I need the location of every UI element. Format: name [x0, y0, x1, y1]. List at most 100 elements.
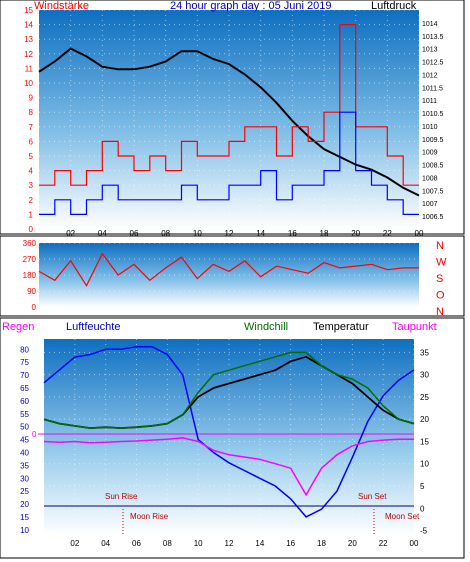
pressure-tick-label: 1011: [422, 98, 437, 105]
pressure-tick-label: 1010: [422, 124, 438, 131]
temperature-tick-label: 25: [420, 393, 429, 402]
wind-tick-label: 9: [29, 94, 34, 103]
wind-tick-label: 6: [29, 137, 34, 146]
compass-label: N: [436, 240, 444, 252]
wind-tick-label: 1: [29, 210, 34, 219]
compass-label: W: [436, 257, 447, 269]
x-tick-label: 18: [320, 229, 329, 238]
wind-gust-line: [39, 24, 419, 186]
direction-tick-label: 0: [32, 303, 37, 312]
wind-tick-label: 13: [24, 35, 33, 44]
temperature-tick-label: 20: [420, 415, 429, 424]
direction-tick-label: 360: [23, 239, 37, 248]
humidity-tick-label: 75: [20, 358, 29, 367]
temperature-tick-label: 0: [420, 504, 425, 513]
humidity-tick-label: 20: [20, 500, 29, 509]
pressure-tick-label: 1012: [422, 72, 438, 79]
wind-speed-line: [39, 111, 419, 215]
plot-area-temperature-humidity: [44, 339, 414, 535]
humidity-tick-label: 40: [20, 448, 29, 457]
pressure-tick-label: 1007: [422, 201, 438, 208]
x-tick-label: 08: [161, 229, 170, 238]
rain-zero-label: 0: [32, 430, 37, 439]
temperature-legend: Temperatur: [313, 321, 369, 333]
wind-tick-label: 8: [29, 108, 34, 117]
compass-label: S: [436, 273, 443, 285]
x-tick-label: 10: [193, 229, 202, 238]
wind-tick-label: 3: [29, 181, 34, 190]
humidity-tick-label: 60: [20, 397, 29, 406]
dewpoint-line: [43, 437, 414, 497]
humidity-tick-label: 50: [20, 423, 29, 432]
wind-direction-line: [38, 252, 419, 287]
temperature-tick-label: 30: [420, 371, 429, 380]
pressure-tick-label: 1010.5: [422, 111, 444, 118]
x-tick-label: 10: [194, 539, 203, 548]
wind-tick-label: 15: [24, 6, 33, 15]
x-tick-label: 22: [383, 229, 392, 238]
x-tick-label: 06: [130, 229, 139, 238]
direction-tick-label: 270: [23, 255, 37, 264]
wind-tick-label: 12: [24, 50, 33, 59]
pressure-tick-label: 1013.5: [422, 34, 444, 41]
x-tick-label: 00: [410, 539, 419, 548]
pressure-tick-label: 1008.5: [422, 163, 444, 170]
humidity-tick-label: 45: [20, 436, 29, 445]
humidity-tick-label: 35: [20, 461, 29, 470]
wind-tick-label: 5: [29, 152, 34, 161]
x-tick-label: 20: [348, 539, 357, 548]
pressure-tick-label: 1009: [422, 150, 438, 157]
x-tick-label: 02: [70, 539, 79, 548]
moon-set-label: Moon Set: [385, 512, 420, 521]
sun-set-label: Sun Set: [358, 492, 387, 501]
humidity-tick-label: 70: [20, 371, 29, 380]
temperature-tick-label: 35: [420, 348, 429, 357]
compass-label: N: [436, 306, 444, 318]
sun-rise-label: Sun Rise: [105, 492, 138, 501]
moon-rise-label: Moon Rise: [130, 512, 169, 521]
humidity-tick-label: 30: [20, 474, 29, 483]
wind-tick-label: 4: [29, 167, 34, 176]
compass-label: O: [436, 290, 445, 302]
x-tick-label: 12: [225, 229, 234, 238]
humidity-tick-label: 15: [20, 513, 29, 522]
x-tick-label: 16: [288, 229, 297, 238]
pressure-tick-label: 1007.5: [422, 188, 444, 195]
windchill-line: [43, 351, 415, 429]
x-tick-label: 04: [101, 539, 110, 548]
rain-axis-label: Regen: [2, 321, 34, 333]
x-tick-label: 18: [317, 539, 326, 548]
temperature-tick-label: -5: [420, 527, 428, 536]
pressure-tick-label: 1013: [422, 47, 438, 54]
humidity-tick-label: 65: [20, 384, 29, 393]
humidity-tick-label: 10: [20, 526, 29, 535]
x-tick-label: 22: [379, 539, 388, 548]
wind-axis-label: Windstärke: [34, 0, 89, 12]
x-tick-label: 20: [351, 229, 360, 238]
wind-tick-label: 11: [25, 64, 34, 73]
x-tick-label: 12: [225, 539, 234, 548]
wind-tick-label: 2: [29, 196, 34, 205]
humidity-line: [43, 345, 415, 518]
humidity-tick-label: 25: [20, 487, 29, 496]
humidity-axis-label: Luftfeuchte: [66, 321, 120, 333]
temperature-tick-label: 5: [420, 482, 425, 491]
temperature-tick-label: 10: [420, 460, 429, 469]
humidity-tick-label: 80: [20, 345, 29, 354]
x-tick-label: 14: [256, 229, 265, 238]
chart-title: 24 hour graph day : 05 Juni 2019: [170, 0, 331, 12]
dewpoint-legend: Taupunkt: [392, 321, 437, 333]
x-tick-label: 02: [66, 229, 75, 238]
wind-tick-label: 0: [29, 225, 34, 234]
pressure-tick-label: 1008: [422, 175, 438, 182]
wind-tick-label: 10: [24, 79, 33, 88]
humidity-tick-label: 55: [20, 410, 29, 419]
x-tick-label: 08: [163, 539, 172, 548]
wind-tick-label: 14: [24, 21, 33, 30]
pressure-tick-label: 1012.5: [422, 60, 444, 67]
wind-tick-label: 7: [29, 123, 34, 132]
x-tick-label: 06: [132, 539, 141, 548]
pressure-tick-label: 1009.5: [422, 137, 444, 144]
